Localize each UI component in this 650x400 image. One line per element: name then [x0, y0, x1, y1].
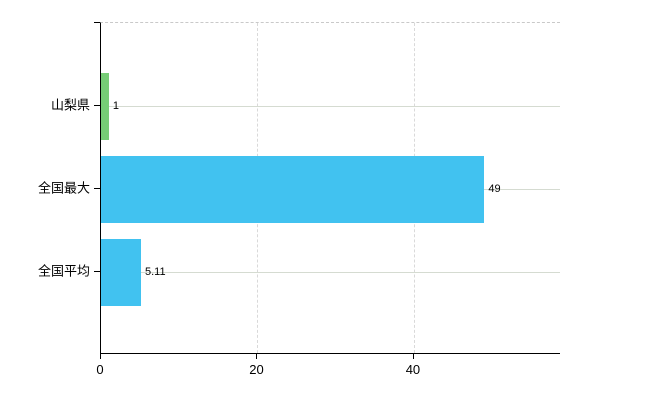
x-axis-tick-label: 40: [405, 362, 421, 377]
y-axis-tick: [94, 188, 100, 189]
bar-2: [101, 238, 141, 306]
bar-value-label: 5.11: [144, 266, 166, 278]
bar-value-label: 1: [112, 100, 119, 112]
x-axis-tick: [100, 354, 101, 359]
y-axis-category-label: 山梨県: [50, 97, 90, 113]
horizontal-gridline: [101, 106, 560, 107]
bar-value-label: 49: [488, 183, 501, 195]
plot-area: 1 49 5.11: [100, 22, 560, 354]
y-axis-top-tick: [94, 22, 100, 23]
horizontal-gridline: [101, 272, 560, 273]
x-axis-tick: [412, 354, 414, 359]
bar-0: [101, 72, 109, 140]
x-axis-tick-label: 20: [249, 362, 264, 377]
x-axis-tick: [256, 354, 258, 359]
x-axis-tick-label: 0: [96, 362, 104, 377]
y-axis-tick: [94, 271, 100, 272]
y-axis-tick: [94, 105, 100, 106]
bar-1: [101, 155, 485, 223]
y-axis-category-label: 全国平均: [37, 263, 90, 279]
y-axis-category-label: 全国最大: [37, 180, 90, 196]
